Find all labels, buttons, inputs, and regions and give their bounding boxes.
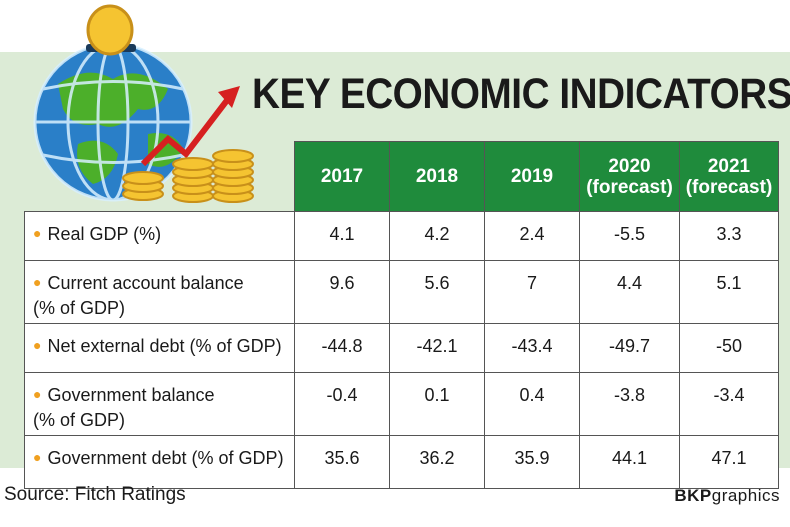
bullet-icon: ● [33,449,42,465]
cell-value: -44.8 [294,323,390,373]
page-title: KEY ECONOMIC INDICATORS [252,70,790,118]
indicators-table: 2017 2018 2019 2020 (forecast) 2021 (forec… [24,141,779,489]
cell-value: 47.1 [679,435,779,489]
cell-value: 5.6 [389,260,485,324]
table-row: ● Current account balance (% of GDP) 9.6 5… [24,260,779,324]
cell-value: 36.2 [389,435,485,489]
table-row: ● Government debt (% of GDP) 35.6 36.2 35… [24,435,779,489]
cell-value: 3.3 [679,211,779,261]
col-header-2017: 2017 [294,141,390,212]
bullet-icon: ● [33,386,42,402]
cell-value: 9.6 [294,260,390,324]
row-label: ● Real GDP (%) [24,211,295,261]
col-header-2020: 2020 (forecast) [579,141,680,212]
source-note: Source: Fitch Ratings [4,484,186,505]
cell-value: 35.9 [484,435,580,489]
row-label: ● Net external debt (% of GDP) [24,323,295,373]
cell-value: 4.1 [294,211,390,261]
cell-value: 4.4 [579,260,680,324]
row-label: ● Government balance (% of GDP) [24,372,295,436]
cell-value: -50 [679,323,779,373]
cell-value: -43.4 [484,323,580,373]
cell-value: 4.2 [389,211,485,261]
row-label: ● Government debt (% of GDP) [24,435,295,489]
table-row: ● Real GDP (%) 4.1 4.2 2.4 -5.5 3.3 [24,211,779,261]
cell-value: -5.5 [579,211,680,261]
cell-value: 35.6 [294,435,390,489]
cell-value: 2.4 [484,211,580,261]
cell-value: -49.7 [579,323,680,373]
cell-value: -3.8 [579,372,680,436]
bullet-icon: ● [33,225,42,241]
cell-value: 5.1 [679,260,779,324]
cell-value: -0.4 [294,372,390,436]
col-header-2018: 2018 [389,141,485,212]
bullet-icon: ● [33,337,42,353]
cell-value: 44.1 [579,435,680,489]
col-header-2021: 2021 (forecast) [679,141,779,212]
cell-value: 0.1 [389,372,485,436]
bullet-icon: ● [33,274,42,290]
cell-value: -3.4 [679,372,779,436]
table-row: ● Government balance (% of GDP) -0.4 0.1 0… [24,372,779,436]
cell-value: -42.1 [389,323,485,373]
cell-value: 0.4 [484,372,580,436]
col-header-2019: 2019 [484,141,580,212]
cell-value: 7 [484,260,580,324]
header-corner [24,141,295,212]
table-row: ● Net external debt (% of GDP) -44.8 -42.… [24,323,779,373]
credit-logo: BKPgraphics [674,486,780,505]
row-label: ● Current account balance (% of GDP) [24,260,295,324]
